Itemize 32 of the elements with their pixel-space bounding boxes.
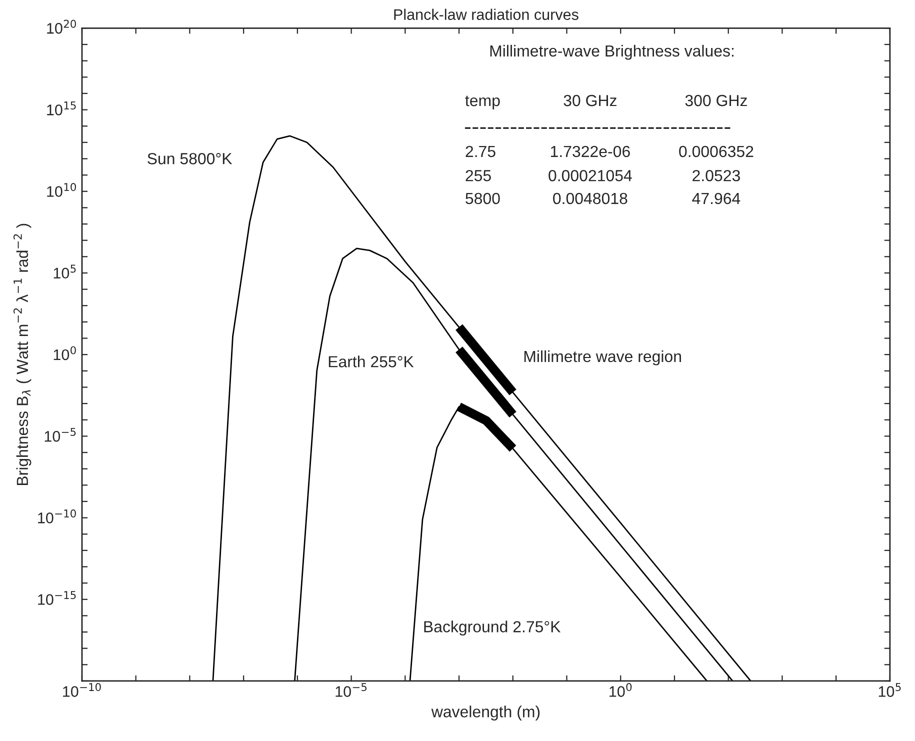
- y-tick-label: 10$^{10}$: [47, 182, 76, 197]
- annotation: 47.964: [692, 192, 740, 204]
- annotation: 5800: [466, 192, 500, 204]
- x-tick-label: 10$^{0}$: [610, 683, 632, 697]
- series-label: Earth 255°K: [328, 356, 414, 368]
- y-tick-label: 10$^{15}$: [47, 102, 76, 116]
- annotation: 300 GHz: [685, 94, 747, 106]
- annotation: Millimetre-wave Brightness values:: [490, 44, 734, 60]
- chart-title: Planck-law radiation curves: [394, 8, 578, 20]
- annotation: 0.00021054: [548, 170, 632, 182]
- y-tick-label: 10$^{−5}$: [44, 428, 76, 442]
- text: Brightness B$_{λ}$ ( Watt m$^{−2}$ λ$^{−1}$ rad$^{−2}$ ): [14, 224, 32, 486]
- annotation: 255: [466, 170, 491, 182]
- y-tick-label: 10$^{0}$: [54, 346, 76, 360]
- annotation: 1.7322e-06: [550, 146, 630, 158]
- y-tick-label: 10$^{20}$: [47, 20, 76, 34]
- x-tick-label: 10$^{−5}$: [336, 683, 367, 697]
- y-tick-label: 10$^{−10}$: [38, 509, 76, 524]
- series-label: Background 2.75°K: [424, 620, 561, 636]
- annotation: 30 GHz: [564, 94, 616, 106]
- annotation: temp: [465, 96, 500, 110]
- annotation: 0.0048018: [553, 192, 628, 204]
- x-tick-label: 10$^{5}$: [878, 683, 901, 697]
- annotation: 2.0523: [692, 170, 740, 182]
- series-label: Sun 5800°K: [148, 153, 232, 164]
- y-tick-label: 10$^{5}$: [54, 264, 76, 279]
- annotation: 0.0006352: [679, 146, 754, 158]
- x-axis-title: wavelength (m): [431, 706, 540, 721]
- annotation: Millimetre wave region: [524, 350, 681, 366]
- annotation: 2.75: [466, 146, 496, 158]
- x-tick-label: 10$^{−10}$: [63, 683, 101, 697]
- y-tick-label: 10$^{−15}$: [38, 591, 76, 605]
